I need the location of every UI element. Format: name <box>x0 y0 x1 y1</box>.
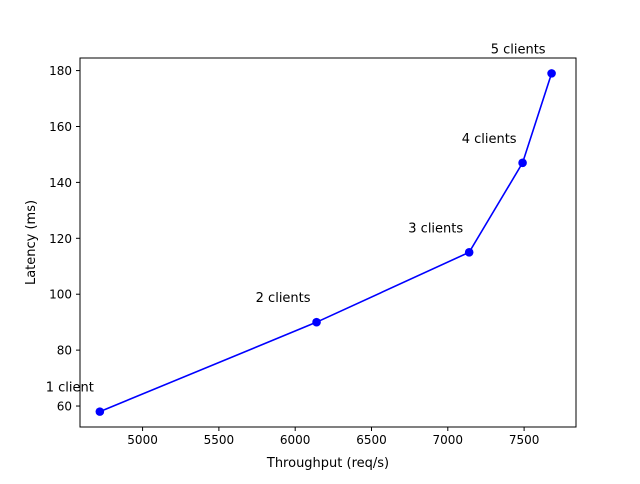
y-tick-label: 160 <box>49 120 72 134</box>
x-tick-label: 7500 <box>509 433 540 447</box>
y-tick-label: 60 <box>57 400 72 414</box>
data-label: 3 clients <box>408 221 463 236</box>
axes-frame <box>79 57 577 428</box>
data-point <box>518 158 527 168</box>
data-label: 1 client <box>46 381 94 396</box>
x-tick-label: 6000 <box>280 433 311 447</box>
x-tick-label: 5500 <box>204 433 235 447</box>
data-point <box>312 317 321 327</box>
series-line <box>99 73 553 413</box>
data-label: 5 clients <box>491 42 546 57</box>
x-tick-label: 5000 <box>127 433 158 447</box>
y-tick-label: 80 <box>57 344 72 358</box>
y-tick-label: 120 <box>49 232 72 246</box>
data-point <box>95 407 105 416</box>
data-point <box>547 69 556 78</box>
data-point <box>464 247 474 257</box>
data-label: 4 clients <box>462 132 517 147</box>
y-axis-label: Latency (ms) <box>24 200 39 285</box>
x-axis-label: Throughput (req/s) <box>266 456 389 471</box>
x-tick-label: 7000 <box>433 433 464 447</box>
data-label: 2 clients <box>256 291 311 306</box>
x-tick-label: 6500 <box>356 433 387 447</box>
y-tick-label: 100 <box>49 288 72 302</box>
y-tick-label: 140 <box>49 176 72 190</box>
y-tick-label: 180 <box>49 64 72 78</box>
